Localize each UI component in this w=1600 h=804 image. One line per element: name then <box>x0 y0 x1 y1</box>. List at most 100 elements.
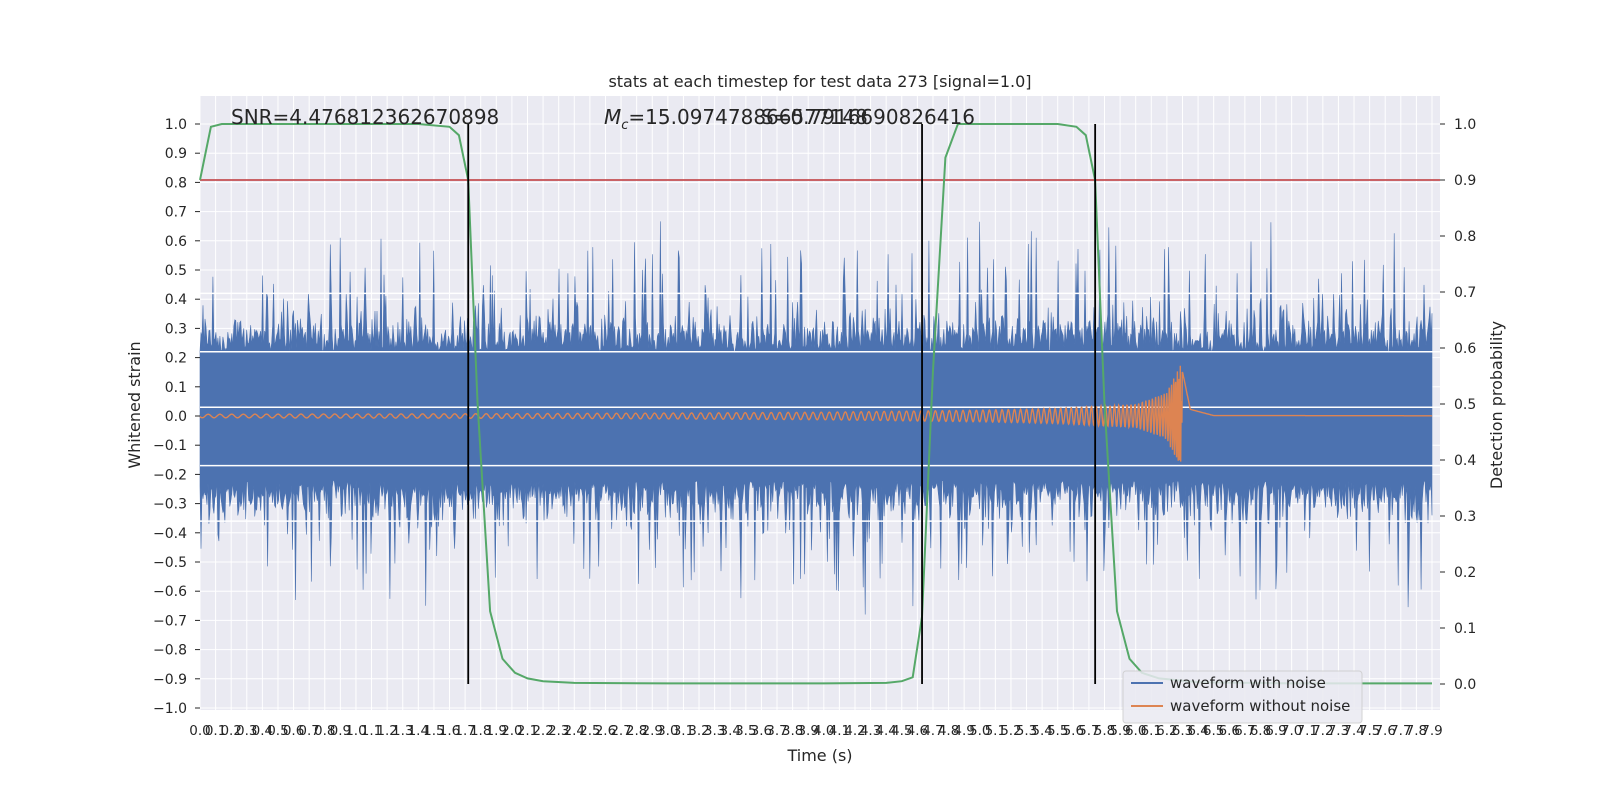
x-tick-label: 5.7 <box>1078 723 1099 739</box>
x-tick-label: 5.2 <box>1000 723 1021 739</box>
x-tick-label: 1.6 <box>439 723 460 739</box>
x-tick-label: 7.4 <box>1343 723 1364 739</box>
x-tick-label: 7.9 <box>1421 723 1442 739</box>
legend-label-clean: waveform without noise <box>1170 697 1350 715</box>
x-tick-label: 2.9 <box>642 723 663 739</box>
y-tick-label-left: −0.3 <box>153 497 187 513</box>
x-tick-label: 4.1 <box>829 723 850 739</box>
legend-label-noise: waveform with noise <box>1170 674 1326 692</box>
x-tick-label: 4.0 <box>813 723 834 739</box>
x-tick-label: 7.1 <box>1296 723 1317 739</box>
x-tick-label: 3.7 <box>766 723 787 739</box>
x-tick-label: 3.3 <box>704 723 725 739</box>
x-tick-label: 2.8 <box>626 723 647 739</box>
y-tick-label-left: −0.8 <box>153 643 187 659</box>
x-tick-label: 1.2 <box>376 723 397 739</box>
x-tick-label: 4.9 <box>953 723 974 739</box>
x-tick-label: 5.5 <box>1047 723 1068 739</box>
x-tick-label: 3.1 <box>673 723 694 739</box>
x-tick-label: 6.8 <box>1250 723 1271 739</box>
x-tick-label: 0.2 <box>220 723 241 739</box>
y-axis-label-right: Detection probability <box>1487 321 1506 489</box>
x-tick-label: 7.5 <box>1359 723 1380 739</box>
x-tick-label: 6.9 <box>1265 723 1286 739</box>
y-tick-label-left: 0.4 <box>165 292 187 308</box>
x-tick-label: 1.8 <box>470 723 491 739</box>
y-tick-label-left: 1.0 <box>165 117 187 133</box>
x-tick-label: 5.0 <box>969 723 990 739</box>
x-tick-label: 2.7 <box>610 723 631 739</box>
x-tick-label: 1.9 <box>486 723 507 739</box>
ticks-layer: 0.00.10.20.30.40.50.60.70.80.91.01.11.21… <box>153 117 1476 739</box>
x-tick-label: 2.0 <box>501 723 522 739</box>
y-tick-label-left: −0.7 <box>153 613 187 629</box>
x-tick-label: 7.3 <box>1328 723 1349 739</box>
x-tick-label: 0.8 <box>314 723 335 739</box>
y-tick-label-right: 0.2 <box>1454 565 1476 581</box>
x-tick-label: 3.8 <box>782 723 803 739</box>
score-annotation: S=0.7916690826416 <box>761 105 975 129</box>
x-tick-label: 3.9 <box>797 723 818 739</box>
x-tick-label: 0.1 <box>205 723 226 739</box>
clean-series <box>199 365 1432 462</box>
x-tick-label: 6.3 <box>1172 723 1193 739</box>
detection-probability-line <box>199 123 1432 685</box>
y-tick-label-left: 0.0 <box>165 409 187 425</box>
y-tick-label-left: 0.6 <box>165 234 187 250</box>
x-tick-label: 6.6 <box>1219 723 1240 739</box>
y-tick-label-right: 0.8 <box>1454 229 1476 245</box>
y-tick-label-left: −1.0 <box>153 701 187 717</box>
x-tick-label: 0.6 <box>283 723 304 739</box>
x-tick-label: 4.3 <box>860 723 881 739</box>
vline-layer <box>467 124 1097 684</box>
x-tick-label: 6.5 <box>1203 723 1224 739</box>
x-tick-label: 4.8 <box>938 723 959 739</box>
x-tick-label: 7.8 <box>1406 723 1427 739</box>
y-tick-label-left: −0.2 <box>153 467 187 483</box>
y-tick-label-left: 0.7 <box>165 205 187 221</box>
waveform-without-noise-line <box>199 365 1432 462</box>
legend: waveform with noise waveform without noi… <box>1122 670 1363 724</box>
x-axis-label: Time (s) <box>786 746 852 765</box>
x-tick-label: 7.7 <box>1390 723 1411 739</box>
x-tick-label: 0.7 <box>298 723 319 739</box>
x-tick-label: 2.2 <box>532 723 553 739</box>
x-tick-label: 0.3 <box>236 723 257 739</box>
x-tick-label: 3.5 <box>735 723 756 739</box>
legend-box <box>1122 670 1363 724</box>
x-tick-label: 4.7 <box>922 723 943 739</box>
y-tick-label-right: 0.4 <box>1454 453 1476 469</box>
x-tick-label: 5.3 <box>1016 723 1037 739</box>
snr-annotation: SNR=4.476812362670898 <box>231 105 499 129</box>
x-tick-label: 1.3 <box>392 723 413 739</box>
y-tick-label-left: −0.1 <box>153 438 187 454</box>
x-tick-label: 4.2 <box>844 723 865 739</box>
x-tick-label: 1.5 <box>423 723 444 739</box>
x-tick-label: 1.7 <box>454 723 475 739</box>
y-tick-label-left: −0.9 <box>153 672 187 688</box>
x-tick-label: 3.4 <box>719 723 740 739</box>
x-tick-label: 2.6 <box>595 723 616 739</box>
chirp-mass-annotation: Mc=15.097478866577148 <box>604 105 868 133</box>
y-tick-label-right: 0.7 <box>1454 285 1476 301</box>
y-tick-label-left: 0.5 <box>165 263 187 279</box>
y-axis-label-left: Whitened strain <box>125 341 144 468</box>
y-tick-label-right: 0.1 <box>1454 621 1476 637</box>
x-tick-label: 5.9 <box>1109 723 1130 739</box>
x-tick-label: 7.2 <box>1312 723 1333 739</box>
x-tick-label: 4.4 <box>875 723 896 739</box>
x-tick-label: 7.6 <box>1374 723 1395 739</box>
y-tick-label-left: 0.9 <box>165 146 187 162</box>
x-tick-label: 0.4 <box>252 723 273 739</box>
y-tick-label-left: −0.6 <box>153 584 187 600</box>
x-tick-label: 2.1 <box>517 723 538 739</box>
chart-title: stats at each timestep for test data 273… <box>608 72 1031 91</box>
x-tick-label: 0.9 <box>330 723 351 739</box>
x-tick-label: 2.4 <box>564 723 585 739</box>
x-tick-label: 5.1 <box>985 723 1006 739</box>
x-tick-label: 5.4 <box>1031 723 1052 739</box>
y-tick-label-right: 1.0 <box>1454 117 1476 133</box>
y-tick-label-left: 0.8 <box>165 175 187 191</box>
y-tick-label-right: 0.6 <box>1454 341 1476 357</box>
